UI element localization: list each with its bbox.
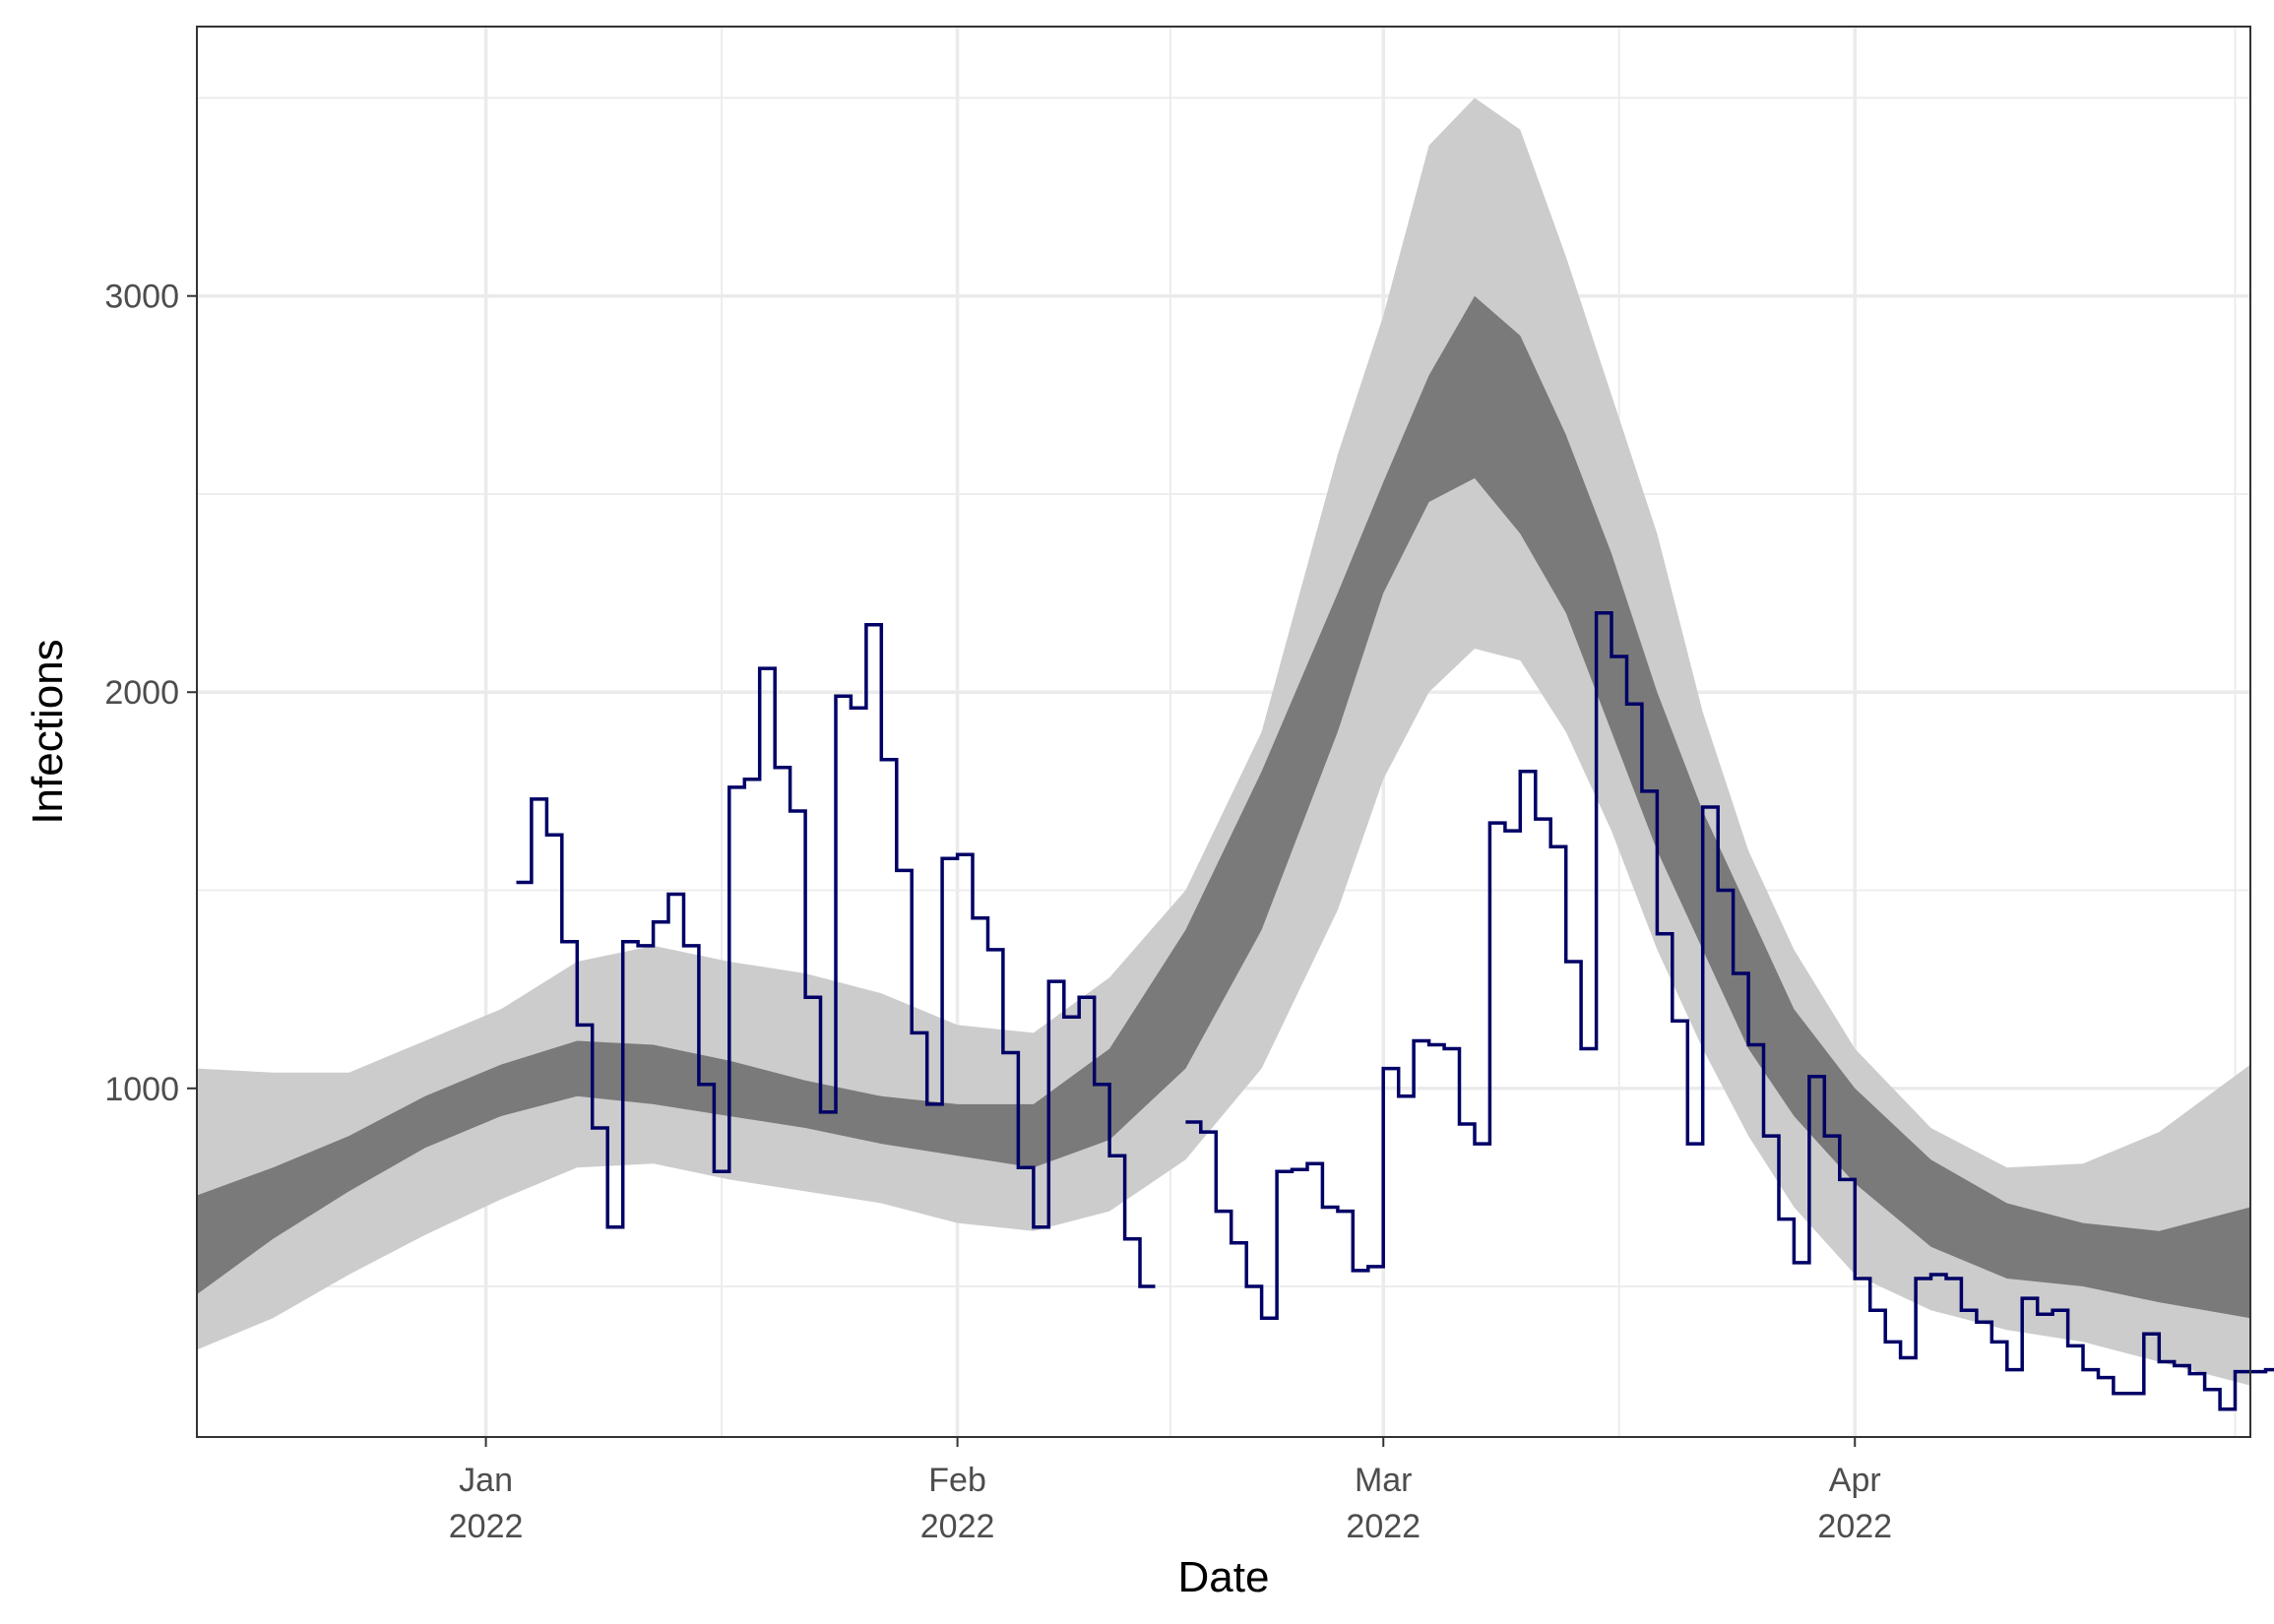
y-tick-label: 1000 [104,1071,179,1108]
x-tick-label-year: 2022 [920,1508,995,1545]
credible-interval-bands [197,97,2250,1386]
observed-infections-line [1185,610,2274,1411]
observed-infections-line [516,623,1156,1288]
y-tick-label: 3000 [104,279,179,316]
y-tick-label: 2000 [104,674,179,712]
panel-border [196,26,2251,1438]
observed-series [516,610,2274,1411]
x-tick-label-month: Feb [928,1462,986,1499]
x-tick-label-month: Mar [1355,1462,1413,1499]
x-tick-label-month: Apr [1829,1462,1881,1499]
x-tick-label-year: 2022 [449,1508,524,1545]
x-axis-title: Date [1178,1553,1270,1601]
axis-ticks: Jan 2022 Feb 2022 Mar 2022 Apr 2022 1000 2000 3000 [104,279,1892,1545]
x-tick-label-month: Jan [459,1462,513,1499]
x-tick-label-year: 2022 [1346,1508,1421,1545]
y-axis-title: Infections [24,639,72,824]
inner-credible-band [197,295,2250,1319]
x-tick-label-year: 2022 [1817,1508,1892,1545]
